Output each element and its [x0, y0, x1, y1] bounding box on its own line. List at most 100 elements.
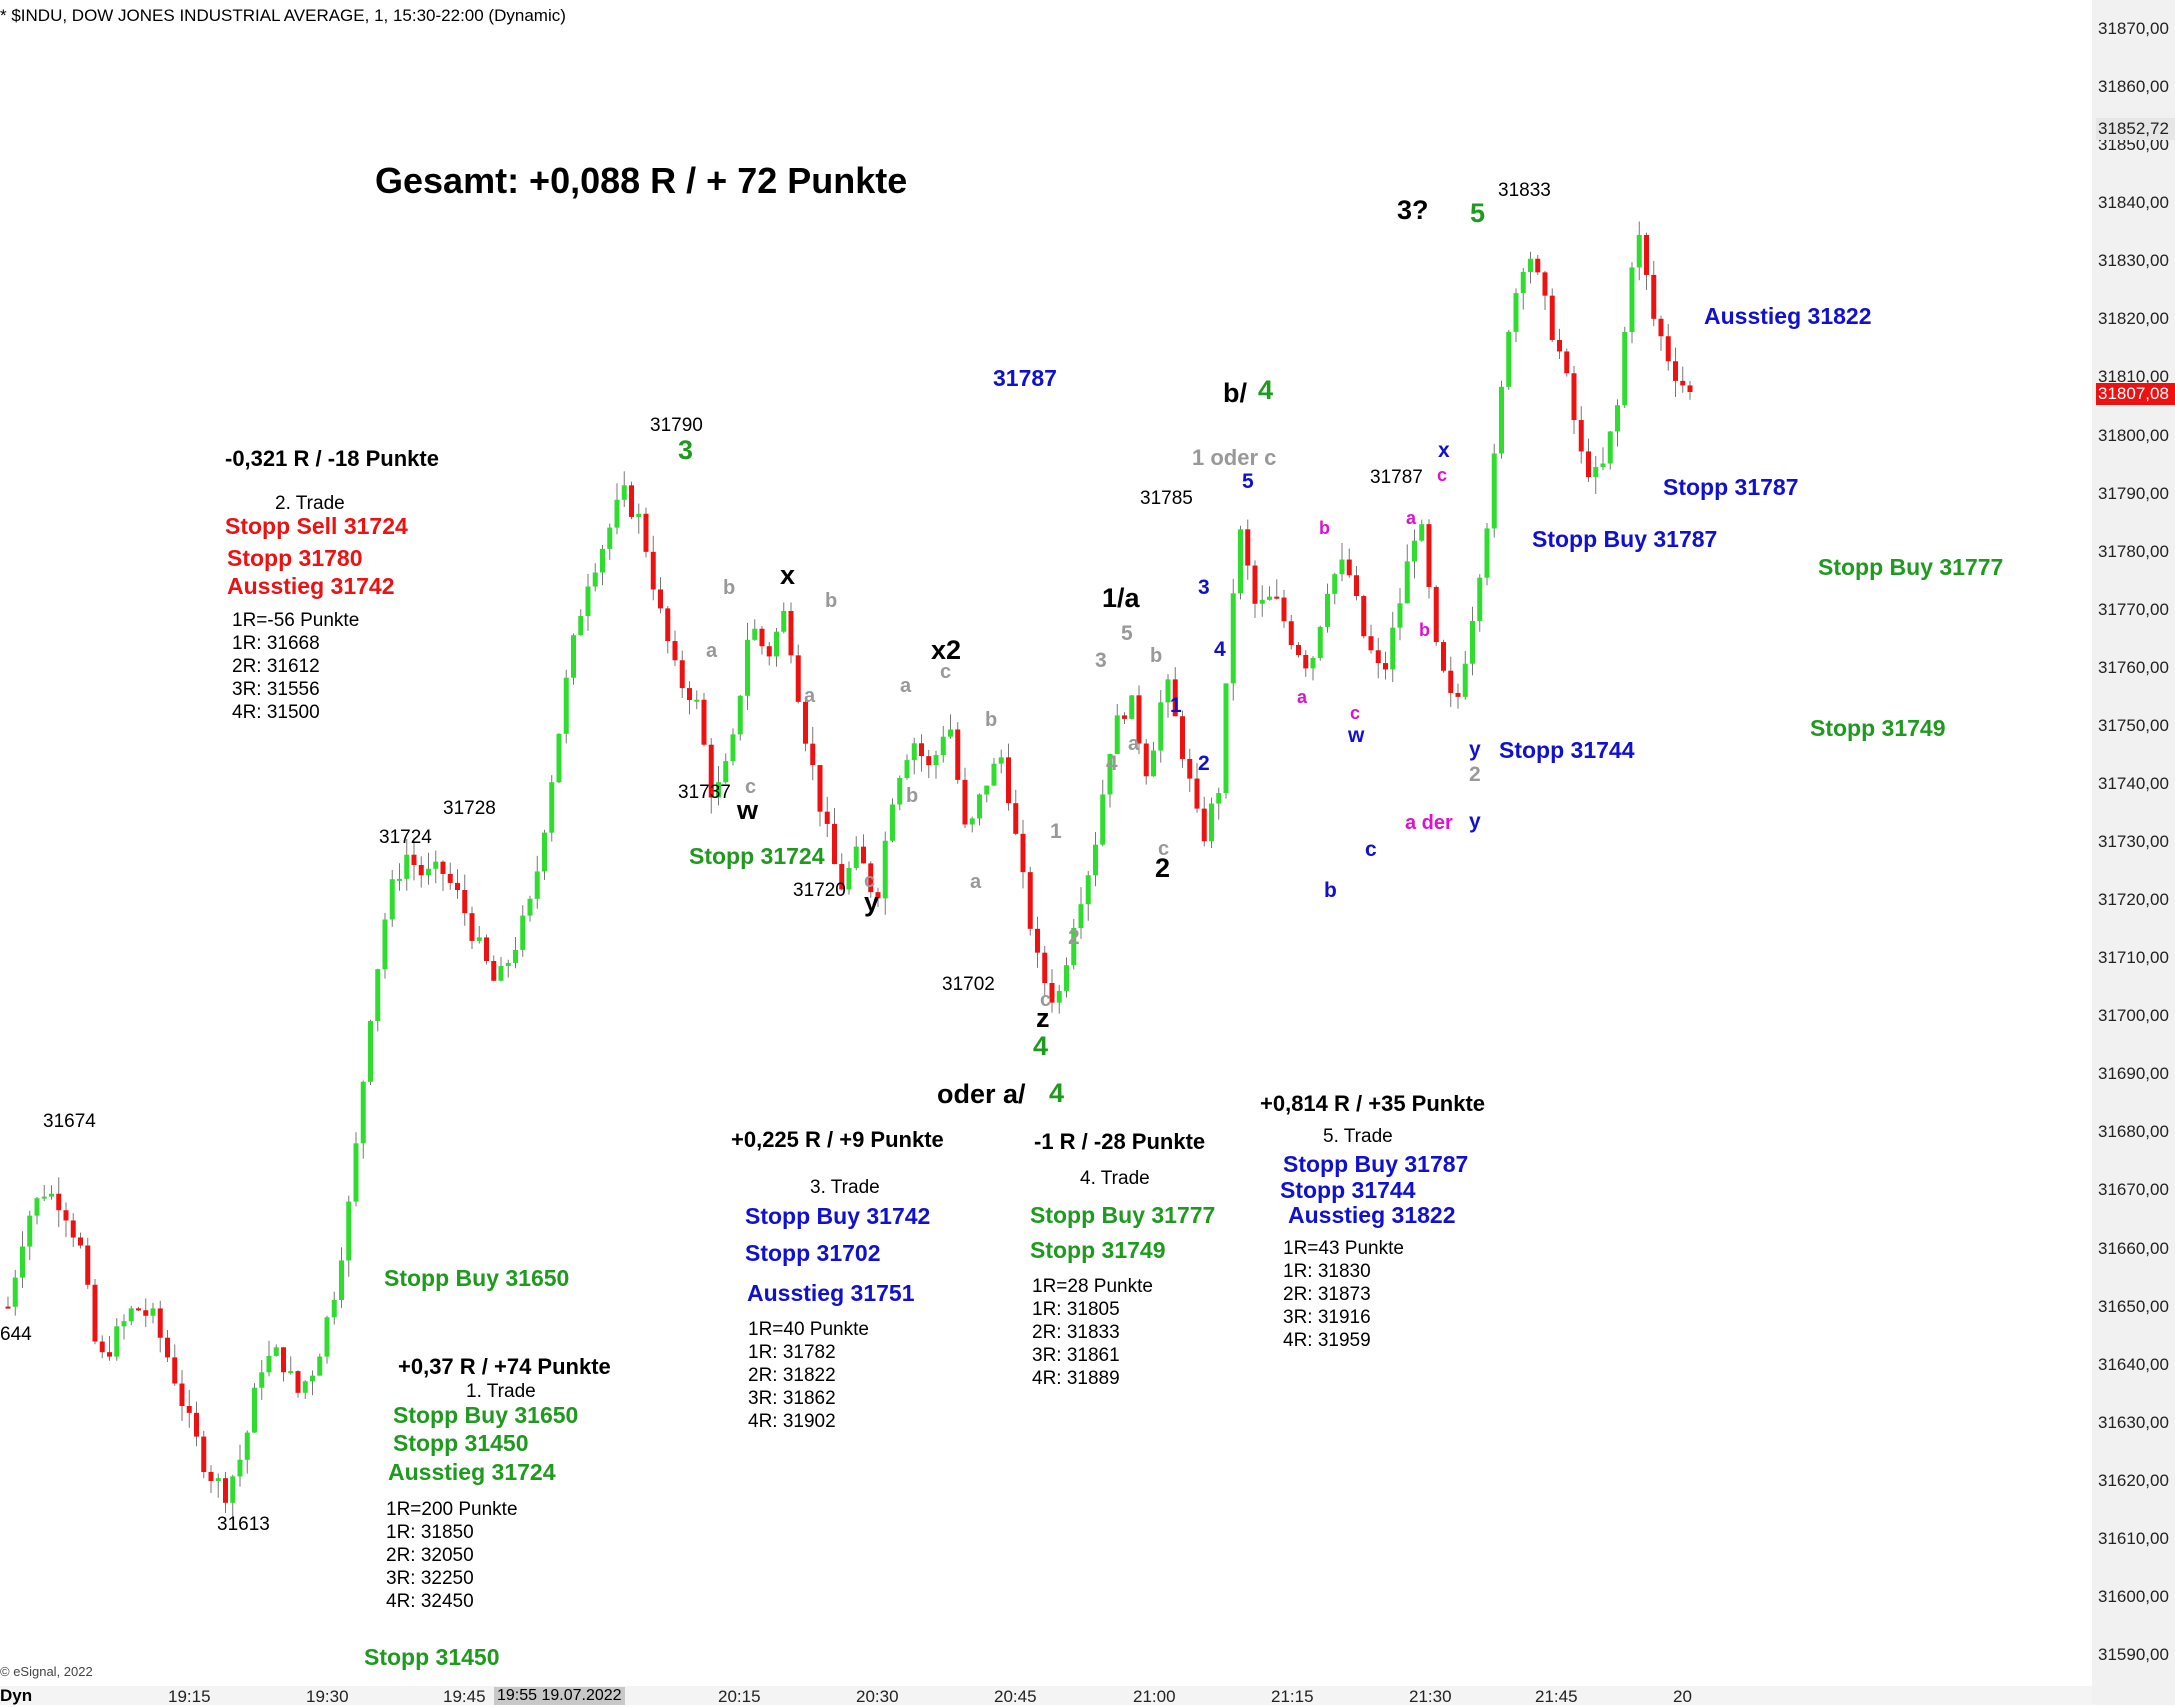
chart-annotation: 1R: 31805 [1032, 1298, 1120, 1320]
candle-body [397, 878, 402, 881]
chart-annotation: 1. Trade [466, 1380, 536, 1402]
chart-annotation: a [706, 640, 718, 662]
price-tick-label: 31610,00 [2098, 1528, 2169, 1548]
candle-body [788, 610, 794, 656]
chart-annotation: Stopp 31450 [364, 1644, 500, 1671]
chart-annotation: 2R: 32050 [386, 1544, 474, 1566]
price-tick-label: 31800,00 [2098, 425, 2169, 445]
candle-body [1245, 529, 1251, 566]
price-axis[interactable] [2092, 0, 2175, 1705]
chart-annotation: 31790 [650, 414, 703, 436]
candle-body [1165, 679, 1171, 703]
candle-body [1665, 336, 1671, 362]
candle-body [1122, 715, 1127, 719]
candle-body [621, 485, 627, 500]
candle-body [977, 794, 982, 819]
time-tick-label: 21:45 [1535, 1687, 1578, 1706]
candle-body [172, 1357, 178, 1384]
price-tick-label: 31680,00 [2098, 1122, 2169, 1142]
candle-body [571, 635, 576, 678]
chart-annotation: Stopp Buy 31777 [1030, 1202, 1216, 1229]
candle-body [49, 1193, 54, 1197]
chart-header: * $INDU, DOW JONES INDUSTRIAL AVERAGE, 1… [0, 6, 566, 25]
candle-body [1622, 331, 1628, 406]
candle-body [1078, 904, 1084, 929]
chart-annotation: 4 [1049, 1078, 1065, 1109]
price-tick-label: 31810,00 [2098, 367, 2169, 387]
chart-annotation: c [1350, 703, 1361, 724]
time-tick-label: 20:30 [856, 1687, 899, 1706]
candle-body [1361, 596, 1367, 637]
candle-body [1296, 644, 1301, 655]
candle-body [534, 871, 540, 899]
candle-body [85, 1245, 91, 1285]
candle-body [1325, 593, 1330, 627]
chart-annotation: a [804, 685, 816, 707]
candle-body [56, 1193, 62, 1211]
chart-annotation: a [1128, 733, 1140, 755]
candle-body [157, 1308, 163, 1338]
chart-annotation: 31702 [942, 973, 995, 995]
candle-body [1274, 596, 1280, 599]
candle-body [890, 804, 895, 841]
candle-body [1455, 692, 1461, 697]
chart-annotation: 3R: 32250 [386, 1567, 474, 1589]
chart-annotation: 1R=200 Punkte [386, 1498, 518, 1520]
candle-body [1564, 351, 1570, 374]
chart-annotation: b [1324, 879, 1337, 903]
chart-annotation: 3? [1397, 195, 1429, 226]
chart-annotation: c [940, 661, 952, 683]
chart-annotation: 4R: 31889 [1032, 1367, 1120, 1389]
candle-body [1035, 928, 1040, 953]
candle-body [150, 1308, 156, 1316]
candle-body [1383, 663, 1388, 670]
chart-annotation: 3R: 31862 [748, 1387, 836, 1409]
candle-body [1303, 654, 1309, 669]
dyn-label[interactable]: Dyn [0, 1686, 33, 1705]
candle-body [324, 1317, 330, 1357]
chart-annotation: 31787 [1370, 466, 1423, 488]
chart-annotation: 2 [1198, 752, 1210, 776]
candle-body [1042, 952, 1048, 984]
chart-annotation: Gesamt: +0,088 R / + 72 Punkte [375, 160, 908, 202]
candle-body [1114, 715, 1120, 754]
candle-body [143, 1310, 149, 1316]
candle-body [556, 733, 562, 783]
candle-body [803, 701, 808, 744]
candle-body [875, 892, 881, 899]
candle-body [1216, 792, 1222, 804]
chart-annotation: 5. Trade [1323, 1125, 1393, 1147]
candle-body [998, 757, 1004, 764]
candle-body [317, 1356, 323, 1376]
candle-body [20, 1246, 25, 1278]
candle-body [34, 1198, 40, 1216]
price-tick-label: 31690,00 [2098, 1064, 2169, 1084]
candle-body [846, 868, 852, 890]
candle-body [861, 846, 866, 864]
price-tick-label: 31710,00 [2098, 948, 2169, 968]
candle-body [991, 763, 997, 786]
candle-body [1542, 272, 1548, 296]
chart-annotation: 1R=43 Punkte [1283, 1237, 1404, 1259]
candle-body [237, 1459, 243, 1477]
candle-body [672, 641, 678, 661]
price-tick-label: 31620,00 [2098, 1470, 2169, 1490]
candle-body [266, 1355, 272, 1373]
candle-body [194, 1412, 199, 1437]
candle-body [252, 1387, 257, 1433]
candle-body [679, 660, 685, 689]
chart-annotation: Ausstieg 31742 [227, 573, 395, 600]
candle-body [723, 761, 729, 783]
candle-body [230, 1476, 236, 1503]
candle-body [114, 1326, 120, 1357]
candle-body [701, 699, 707, 745]
candle-body [186, 1406, 192, 1413]
candle-body [1085, 875, 1091, 905]
candle-body [215, 1478, 221, 1481]
candle-body [1064, 965, 1069, 991]
candle-body [1687, 385, 1693, 393]
candle-body [614, 499, 620, 528]
time-tick-label: 20:45 [994, 1687, 1037, 1706]
candle-body [165, 1337, 170, 1358]
